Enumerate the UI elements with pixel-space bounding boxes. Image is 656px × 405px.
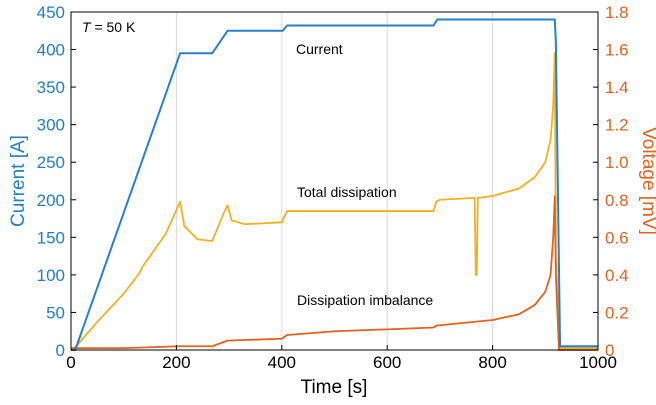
y-left-tick-label: 400 xyxy=(37,41,65,60)
y-left-tick-label: 450 xyxy=(37,3,65,22)
y-left-tick-label: 200 xyxy=(37,191,65,210)
tick-labels: 0 200 400 600 800 100005010015020025030035040… xyxy=(37,3,629,372)
y-left-tick-label: 0 xyxy=(56,341,65,360)
y-right-tick-label: 0.8 xyxy=(605,191,629,210)
data-lines xyxy=(70,18,598,351)
y-left-tick-label: 50 xyxy=(46,303,65,322)
y-right-tick-label: 0.6 xyxy=(605,228,629,247)
total-dissipation-series-label: Total dissipation xyxy=(297,184,397,200)
y-left-tick-label: 250 xyxy=(37,153,65,172)
y-right-tick-label: 1.6 xyxy=(605,41,629,60)
x-tick-label: 400 xyxy=(268,353,296,372)
current-line xyxy=(71,18,598,351)
x-axis-title: Time [s] xyxy=(301,377,368,398)
y-right-tick-label: 1.8 xyxy=(605,3,629,22)
y-right-tick-label: 0 xyxy=(605,341,614,360)
temperature-annotation: T = 50 K xyxy=(82,19,136,35)
plot-frame xyxy=(70,11,599,351)
x-tick-label: 200 xyxy=(162,353,190,372)
dissipation-imbalance-line xyxy=(71,195,598,351)
y-right-tick-label: 1.4 xyxy=(605,78,629,97)
tick-marks xyxy=(70,11,599,351)
y-right-tick-label: 0.2 xyxy=(605,303,629,322)
total-dissipation-line xyxy=(70,52,598,351)
current-series-label: Current xyxy=(296,41,343,57)
plot-background xyxy=(71,12,598,350)
right-axis-title: Voltage [mV] xyxy=(638,127,656,235)
temperature-symbol: T xyxy=(82,19,92,35)
x-tick-label: 0 xyxy=(66,353,75,372)
x-tick-label: 1000 xyxy=(579,353,617,372)
y-left-tick-label: 350 xyxy=(37,78,65,97)
y-right-tick-label: 1.2 xyxy=(605,116,629,135)
x-tick-label: 800 xyxy=(478,353,506,372)
temperature-value: = 50 K xyxy=(91,19,136,35)
left-axis-title: Current [A] xyxy=(8,135,29,227)
y-left-tick-label: 300 xyxy=(37,116,65,135)
y-right-tick-label: 0.4 xyxy=(605,266,629,285)
y-left-tick-label: 150 xyxy=(37,228,65,247)
y-right-tick-label: 1.0 xyxy=(605,153,629,172)
dissipation-imbalance-series-label: Dissipation imbalance xyxy=(297,292,433,308)
y-left-tick-label: 100 xyxy=(37,266,65,285)
grid-lines xyxy=(175,12,494,350)
x-tick-label: 600 xyxy=(373,353,401,372)
